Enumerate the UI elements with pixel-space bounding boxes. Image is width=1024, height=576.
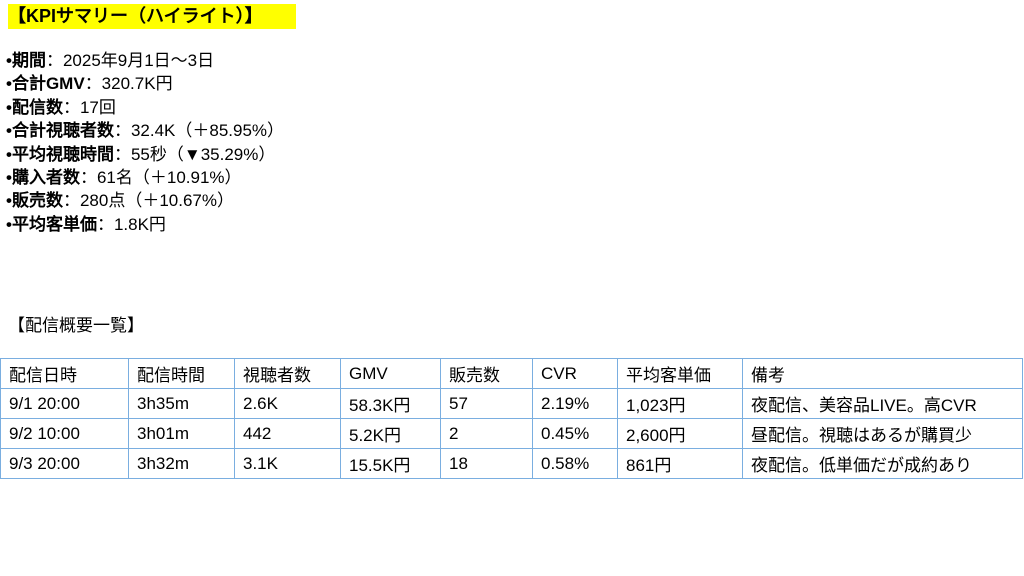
table-cell: 1,023円 — [617, 388, 743, 419]
kpi-item: •平均客単価：1.8K円 — [6, 213, 284, 236]
kpi-value: ：32.4K（＋85.95%） — [113, 121, 285, 141]
broadcast-table: 配信日時 配信時間 視聴者数 GMV 販売数 CVR 平均客単価 備考 9/1 20:00 3h3… — [0, 358, 1023, 479]
kpi-label: •合計GMV — [6, 74, 85, 94]
kpi-item: •販売数：280点（＋10.67%） — [6, 189, 284, 212]
table-header-cell: 配信日時 — [0, 358, 129, 389]
kpi-label: •販売数 — [6, 191, 63, 211]
kpi-item: •購入者数：61名（＋10.91%） — [6, 166, 284, 189]
table-header-cell: 備考 — [742, 358, 1023, 389]
table-cell: 442 — [234, 418, 341, 449]
table-cell: 57 — [440, 388, 533, 419]
kpi-value: ：17回 — [62, 97, 116, 117]
table-cell: 9/3 20:00 — [0, 448, 129, 479]
table-cell: 9/1 20:00 — [0, 388, 129, 419]
table-header-cell: 視聴者数 — [234, 358, 341, 389]
table-cell: 3h35m — [128, 388, 235, 419]
kpi-label: •配信数 — [6, 97, 63, 117]
table-header-cell: 配信時間 — [128, 358, 235, 389]
table-cell: 夜配信、美容品LIVE。高CVR — [742, 388, 1023, 419]
table-cell: 夜配信。低単価だが成約あり — [742, 448, 1023, 479]
kpi-label: •期間 — [6, 51, 46, 70]
kpi-item: •平均視聴時間：55秒（▼35.29%） — [6, 143, 284, 166]
table-header-cell: GMV — [340, 358, 441, 389]
table-cell: 18 — [440, 448, 533, 479]
table-header-cell: 平均客単価 — [617, 358, 743, 389]
table-cell: 861円 — [617, 448, 743, 479]
table-cell: 3h32m — [128, 448, 235, 479]
table-cell: 2,600円 — [617, 418, 743, 449]
table-cell: 5.2K円 — [340, 418, 441, 449]
table-cell: 9/2 10:00 — [0, 418, 129, 449]
table-cell: 0.58% — [532, 448, 618, 479]
table-header-row: 配信日時 配信時間 視聴者数 GMV 販売数 CVR 平均客単価 備考 — [0, 358, 1023, 389]
table-header-cell: CVR — [532, 358, 618, 389]
kpi-label: •平均視聴時間 — [6, 144, 114, 164]
table-row: 9/3 20:00 3h32m 3.1K 15.5K円 18 0.58% 861円 夜配信。低… — [0, 448, 1023, 479]
kpi-label: •平均客単価 — [6, 214, 97, 234]
kpi-item: •合計視聴者数：32.4K（＋85.95%） — [6, 119, 284, 142]
table-cell: 2.19% — [532, 388, 618, 419]
kpi-value: ：61名（＋10.91%） — [79, 168, 242, 188]
table-cell: 0.45% — [532, 418, 618, 449]
table-header-cell: 販売数 — [440, 358, 533, 389]
table-cell: 58.3K円 — [340, 388, 441, 419]
kpi-value: ：280点（＋10.67%） — [62, 191, 234, 211]
table-row: 9/2 10:00 3h01m 442 5.2K円 2 0.45% 2,600円 昼配信。視聴… — [0, 418, 1023, 449]
kpi-value: ：320.7K円 — [84, 74, 173, 94]
kpi-item: •配信数：17回 — [6, 96, 284, 119]
table-cell: 3.1K — [234, 448, 341, 479]
kpi-summary-title: 【KPIサマリー（ハイライト）】 — [8, 4, 296, 29]
section-title: 【配信概要一覧】 — [8, 316, 144, 335]
kpi-value: ：55秒（▼35.29%） — [113, 144, 276, 164]
table-cell: 3h01m — [128, 418, 235, 449]
kpi-list: •期間：2025年9月1日〜3日 •合計GMV：320.7K円 •配信数：17回… — [6, 49, 284, 236]
kpi-item: •期間：2025年9月1日〜3日 — [6, 49, 284, 72]
kpi-item: •合計GMV：320.7K円 — [6, 72, 284, 95]
table-cell: 昼配信。視聴はあるが購買少 — [742, 418, 1023, 449]
kpi-value: ：2025年9月1日〜3日 — [45, 51, 215, 70]
table-cell: 15.5K円 — [340, 448, 441, 479]
table-row: 9/1 20:00 3h35m 2.6K 58.3K円 57 2.19% 1,023円 夜配信… — [0, 388, 1023, 419]
kpi-label: •購入者数 — [6, 168, 80, 188]
table-cell: 2.6K — [234, 388, 341, 419]
kpi-value: ：1.8K円 — [96, 214, 166, 234]
kpi-label: •合計視聴者数 — [6, 121, 114, 141]
table-cell: 2 — [440, 418, 533, 449]
